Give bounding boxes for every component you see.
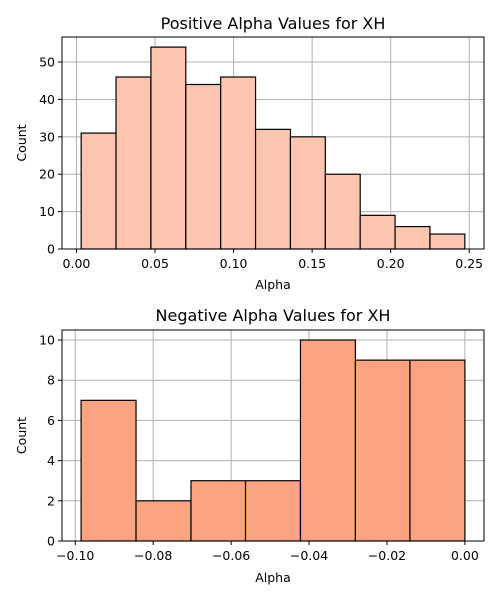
histogram-bar — [429, 233, 466, 250]
y-tick-label: 8 — [47, 373, 55, 388]
x-tick-label: 0.00 — [63, 256, 91, 271]
histogram-bar — [299, 339, 357, 542]
histogram-bar — [80, 399, 137, 542]
chart-1: 0.00 0.05 0.10 0.15 0.20 0.25 0 10 20 30 40 50 Posit… — [14, 14, 485, 292]
x-tick-label: −0.08 — [134, 548, 172, 563]
y-tick-label: 0 — [47, 242, 55, 257]
y-tick-label: 2 — [47, 493, 55, 508]
y-tick-label: 6 — [47, 413, 55, 428]
x-axis-label: Alpha — [255, 570, 291, 585]
histogram-bar — [115, 76, 152, 250]
x-tick-label: 0.15 — [298, 256, 326, 271]
histogram-bar — [220, 76, 257, 250]
histogram-bar — [254, 128, 292, 250]
histogram-bar — [289, 136, 326, 250]
y-tick-label: 40 — [39, 92, 55, 107]
histogram-bar — [324, 173, 361, 250]
histogram-bar — [135, 500, 192, 542]
plot-frame — [61, 329, 485, 542]
histogram-bar — [409, 359, 466, 542]
y-axis-label: Count — [14, 124, 29, 161]
y-tick-label: 30 — [39, 129, 55, 144]
y-tick-label: 10 — [39, 204, 55, 219]
y-tick-label: 20 — [39, 167, 55, 182]
histogram-bar — [244, 480, 302, 542]
histogram-bar — [190, 480, 247, 542]
histogram-bar — [80, 132, 117, 250]
histogram-bar — [185, 83, 222, 250]
x-tick-label: 0.05 — [141, 256, 169, 271]
histogram-bar — [354, 359, 411, 542]
plot-frame — [61, 36, 485, 250]
x-tick-label: −0.06 — [212, 548, 250, 563]
y-tick-label: 4 — [47, 453, 55, 468]
x-tick-label: 0.10 — [220, 256, 248, 271]
x-tick-label: 0.20 — [377, 256, 405, 271]
x-axis-label: Alpha — [255, 277, 291, 292]
histogram-bar — [394, 225, 431, 250]
x-tick-label: 0.00 — [451, 548, 479, 563]
chart-2: −0.10 −0.08 −0.06 −0.04 −0.02 0.00 0 2 4 6 8 10 Nega… — [14, 306, 485, 585]
y-axis-label: Count — [14, 417, 29, 454]
y-tick-label: 10 — [39, 333, 55, 348]
histogram-bar — [150, 46, 187, 250]
y-tick-label: 0 — [47, 534, 55, 549]
y-tick-label: 50 — [39, 55, 55, 70]
x-tick-label: −0.10 — [56, 548, 94, 563]
x-tick-label: −0.04 — [290, 548, 328, 563]
x-tick-label: 0.25 — [455, 256, 483, 271]
histogram-bar — [359, 214, 396, 250]
chart-title: Positive Alpha Values for XH — [161, 14, 386, 33]
x-tick-label: −0.02 — [368, 548, 406, 563]
chart-title: Negative Alpha Values for XH — [156, 306, 391, 325]
